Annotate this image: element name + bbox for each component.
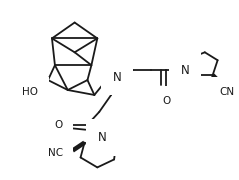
Text: NC: NC bbox=[48, 148, 63, 158]
Text: HO: HO bbox=[22, 87, 38, 97]
Text: O: O bbox=[162, 96, 170, 106]
Text: O: O bbox=[54, 120, 63, 130]
Text: CN: CN bbox=[220, 87, 235, 97]
Text: N: N bbox=[98, 131, 107, 144]
Text: N: N bbox=[113, 71, 121, 84]
Text: N: N bbox=[181, 64, 190, 77]
